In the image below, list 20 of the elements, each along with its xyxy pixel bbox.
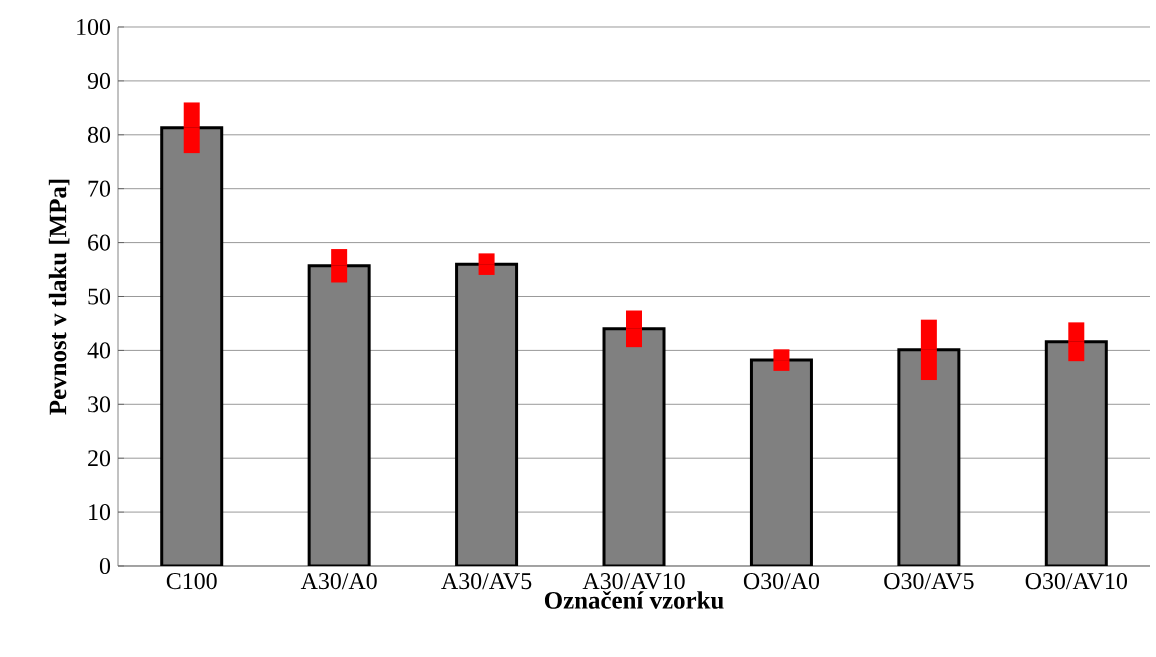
y-axis-title: Pevnost v tlaku [MPa] [48, 179, 70, 415]
x-tick-label: C100 [166, 573, 217, 590]
y-tick-label: 60 [88, 234, 111, 251]
x-tick-label: O30/A0 [743, 573, 820, 590]
y-tick-label: 40 [87, 342, 111, 359]
y-tick-label: 100 [77, 18, 111, 36]
y-tick-label: 80 [87, 126, 111, 143]
x-tick-label: O30/AV5 [884, 573, 974, 590]
x-tick-label: A30/A0 [300, 573, 377, 590]
x-tick-label: A30/AV5 [441, 573, 532, 590]
x-axis-title: Označení vzorku [544, 590, 724, 609]
y-tick-label: 90 [87, 72, 111, 89]
x-tick-label: A30/AV10 [582, 573, 685, 590]
y-tick-label: 0 [99, 557, 111, 575]
y-tick-label: 30 [88, 396, 111, 413]
y-tick-label: 50 [88, 288, 111, 305]
y-tick-label: 20 [88, 450, 111, 467]
y-tick-label: 10 [89, 504, 111, 521]
y-tick-label: 70 [88, 180, 111, 197]
x-tick-label: O30/AV10 [1025, 573, 1127, 590]
